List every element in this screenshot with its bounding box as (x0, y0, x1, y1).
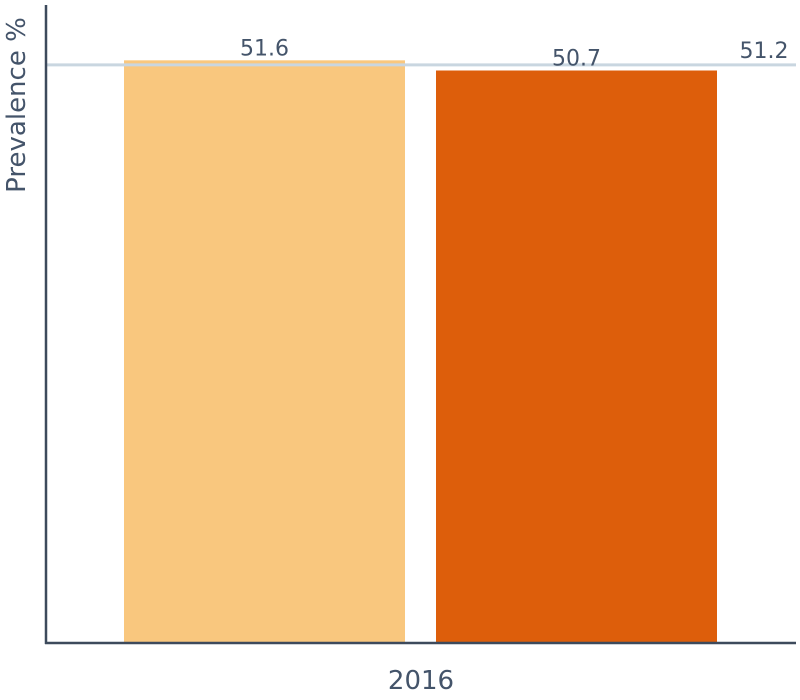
bar-1-value-label: 51.6 (240, 36, 289, 61)
bar-1 (124, 60, 405, 643)
y-axis-title: Prevalence % (2, 17, 32, 193)
reference-line-label: 51.2 (740, 39, 789, 64)
bars-group (124, 60, 717, 644)
data-labels-group: 51.6 50.7 (240, 36, 601, 71)
x-axis-category-label: 2016 (388, 666, 454, 696)
bar-2 (436, 70, 717, 644)
bar-2-value-label: 50.7 (552, 46, 601, 71)
